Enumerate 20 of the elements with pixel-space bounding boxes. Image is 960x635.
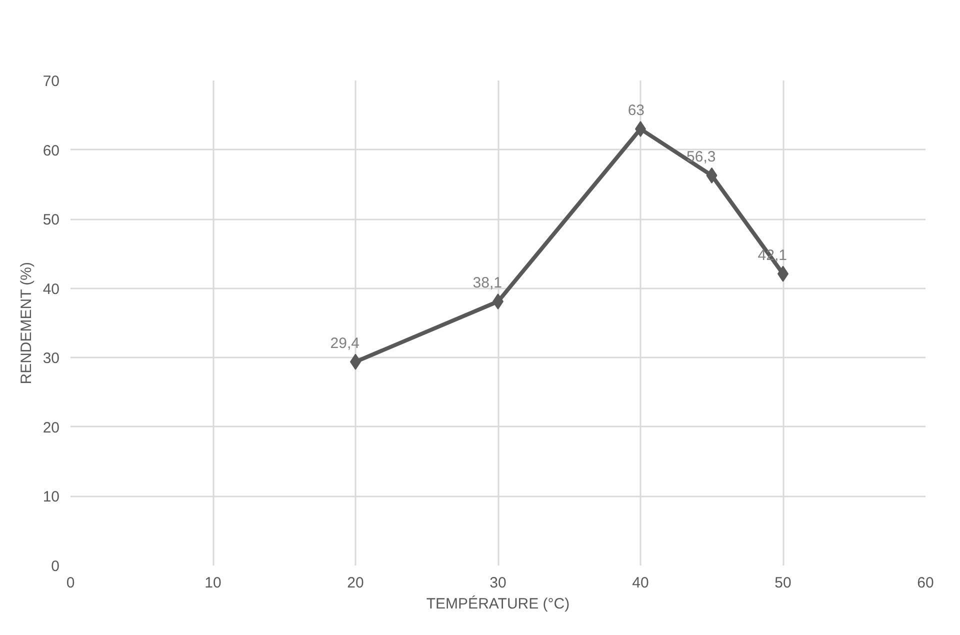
x-tick-label: 20 bbox=[347, 574, 364, 592]
x-tick-label: 60 bbox=[917, 574, 934, 592]
x-tick-label: 30 bbox=[490, 574, 506, 592]
y-tick-label: 0 bbox=[51, 558, 60, 575]
y-tick-label: 40 bbox=[42, 280, 60, 298]
y-tick-label: 60 bbox=[42, 142, 60, 160]
x-tick-label: 10 bbox=[204, 574, 222, 592]
x-axis-title: TEMPÉRATURE (°C) bbox=[426, 594, 570, 612]
y-tick-label: 50 bbox=[42, 212, 60, 229]
y-tick-label: 30 bbox=[42, 350, 60, 368]
data-label: 29,4 bbox=[330, 334, 360, 352]
x-tick-label: 50 bbox=[774, 574, 792, 592]
y-axis-title: RENDEMENT (%) bbox=[18, 262, 35, 384]
data-label: 63 bbox=[628, 102, 645, 119]
y-tick-label: 10 bbox=[42, 488, 60, 506]
x-tick-label: 40 bbox=[632, 574, 649, 592]
x-tick-label: 0 bbox=[66, 574, 75, 592]
data-label: 38,1 bbox=[472, 274, 502, 292]
y-tick-label: 70 bbox=[42, 73, 60, 90]
y-tick-label: 20 bbox=[42, 419, 60, 436]
